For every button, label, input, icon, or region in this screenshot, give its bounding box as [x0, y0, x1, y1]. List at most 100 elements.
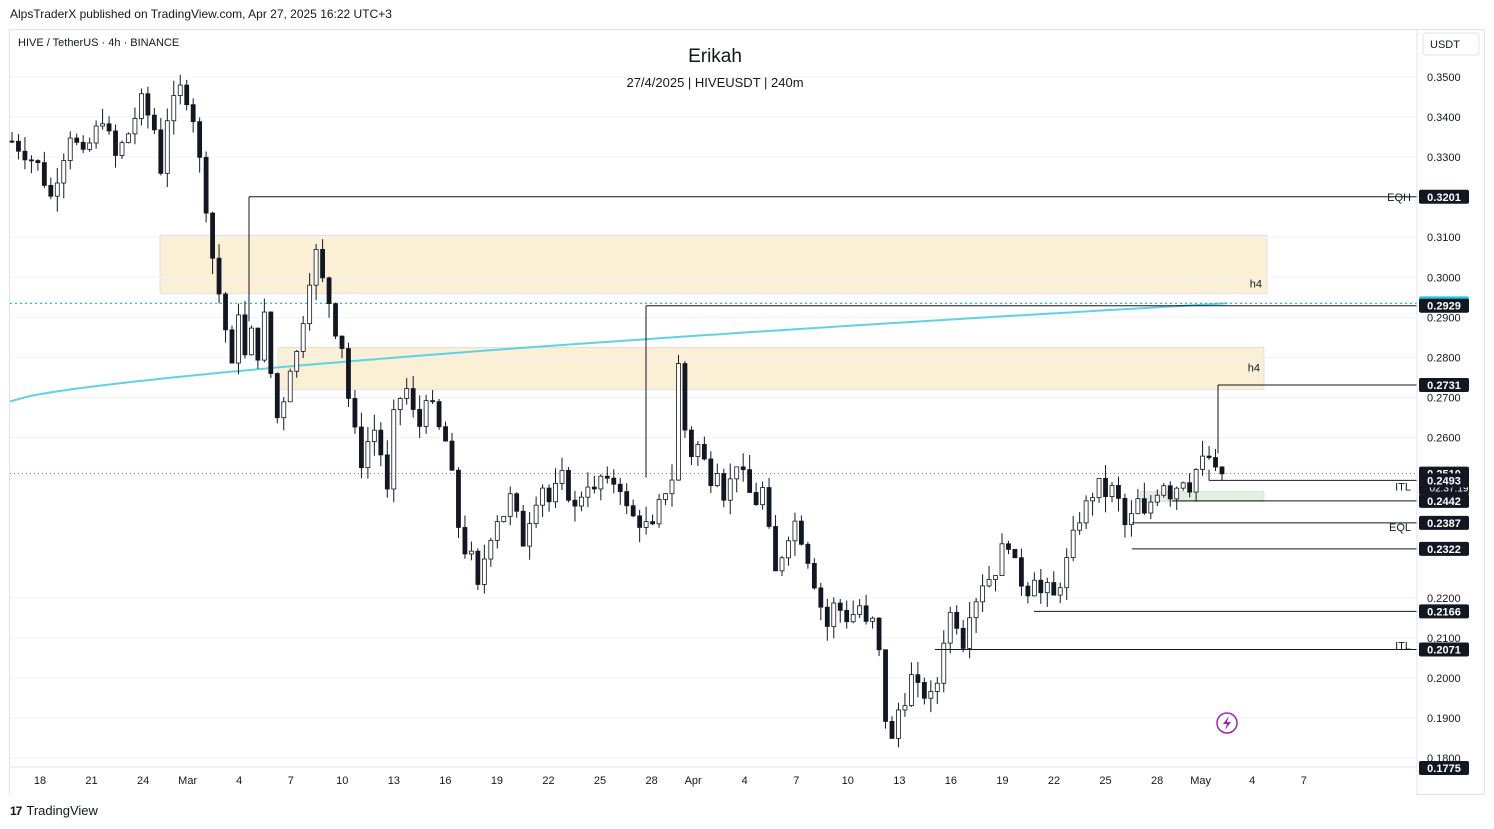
- candle-109: [714, 463, 720, 488]
- svg-text:0.2442: 0.2442: [1427, 496, 1461, 508]
- svg-text:0.2322: 0.2322: [1427, 544, 1461, 556]
- price-label-0: 0.3201: [1419, 189, 1469, 204]
- candle-66: [436, 398, 442, 430]
- candle-134: [876, 617, 882, 657]
- candle-51: [339, 335, 345, 359]
- candle-33: [223, 292, 228, 343]
- annotations-layer: EQH h4 h4 ITL EQL ITL: [1248, 192, 1411, 653]
- candle-105: [689, 426, 694, 465]
- annotation-0: EQH: [1387, 192, 1411, 204]
- svg-text:0.2493: 0.2493: [1427, 475, 1461, 487]
- moving-average-line: [9, 302, 1228, 403]
- candle-84: [553, 468, 558, 508]
- candle-75: [494, 515, 500, 549]
- candle-46: [307, 273, 313, 331]
- x-tick-1: 21: [85, 775, 97, 787]
- candle-112: [734, 466, 740, 493]
- candle-181: [1180, 481, 1186, 491]
- candle-126: [824, 598, 830, 641]
- candle-55: [365, 427, 371, 479]
- x-tick-7: 13: [388, 775, 400, 787]
- candle-99: [650, 514, 655, 526]
- candle-93: [611, 469, 617, 494]
- chart-subtitle: 27/4/2025 | HIVEUSDT | 240m: [626, 75, 803, 90]
- candle-52: [346, 342, 351, 408]
- candle-9: [67, 131, 73, 170]
- candle-4: [35, 159, 41, 171]
- candle-127: [831, 597, 837, 639]
- x-tick-18: 16: [945, 775, 957, 787]
- x-tick-2: 24: [137, 775, 149, 787]
- candle-87: [572, 490, 578, 522]
- candle-165: [1077, 512, 1083, 535]
- candle-54: [359, 412, 364, 479]
- svg-text:0.3201: 0.3201: [1427, 192, 1461, 204]
- candle-104: [682, 361, 688, 438]
- candle-120: [786, 536, 791, 566]
- candle-86: [566, 467, 571, 503]
- candle-47: [313, 244, 319, 301]
- candle-155: [1012, 549, 1018, 559]
- candle-172: [1122, 493, 1128, 538]
- plot-area: [10, 30, 1417, 795]
- y-tick-8: 0.2600: [1427, 433, 1461, 445]
- candle-90: [591, 475, 597, 494]
- candle-114: [747, 455, 753, 493]
- countdown-label: 02:37:19: [1430, 484, 1469, 495]
- candle-5: [41, 151, 47, 188]
- candle-82: [540, 484, 545, 517]
- candle-25: [171, 80, 177, 135]
- price-label-5: 0.2493: [1419, 473, 1469, 488]
- candle-12: [87, 137, 93, 152]
- candle-132: [863, 594, 869, 625]
- x-tick-5: 7: [288, 775, 294, 787]
- x-tick-8: 16: [439, 775, 451, 787]
- x-tick-14: 4: [742, 775, 748, 787]
- candle-129: [844, 600, 850, 629]
- candle-152: [993, 575, 998, 592]
- candle-37: [249, 325, 254, 356]
- x-tick-20: 22: [1048, 775, 1060, 787]
- price-labels: 0.32010.29350.29290.27310.251002:37:190.…: [1419, 189, 1469, 776]
- candle-96: [630, 499, 636, 518]
- candle-108: [708, 451, 714, 493]
- candle-68: [449, 432, 455, 471]
- symbol-line: HIVE / TetherUS · 4h · BINANCE: [18, 37, 179, 49]
- candle-143: [934, 677, 940, 705]
- candle-15: [106, 116, 112, 135]
- candle-88: [579, 491, 584, 512]
- y-tick-11: 0.2000: [1427, 673, 1461, 685]
- candle-161: [1051, 571, 1057, 596]
- x-tick-24: 4: [1249, 775, 1255, 787]
- candle-26: [177, 74, 183, 105]
- candle-91: [598, 474, 604, 501]
- currency-box[interactable]: [1422, 32, 1480, 56]
- candle-154: [1006, 540, 1011, 555]
- candle-130: [850, 600, 856, 624]
- candle-3: [29, 155, 34, 174]
- candle-182: [1187, 473, 1193, 498]
- candle-49: [326, 276, 332, 318]
- candle-41: [274, 372, 280, 424]
- zone-0: [159, 234, 1268, 294]
- candle-123: [805, 541, 811, 569]
- candle-98: [643, 506, 649, 535]
- candle-42: [281, 397, 287, 431]
- annotation-2: h4: [1248, 362, 1260, 374]
- candle-101: [663, 492, 668, 506]
- candle-168: [1096, 477, 1102, 503]
- candle-60: [397, 397, 403, 426]
- candle-162: [1057, 582, 1063, 604]
- y-tick-3: 0.3100: [1427, 232, 1461, 244]
- candle-122: [799, 515, 804, 546]
- candle-73: [481, 544, 487, 594]
- candle-171: [1116, 476, 1121, 512]
- svg-text:0.2929: 0.2929: [1427, 301, 1461, 313]
- candle-24: [164, 108, 170, 188]
- x-tick-17: 13: [893, 775, 905, 787]
- candle-118: [773, 515, 778, 572]
- annotation-4: EQL: [1389, 522, 1411, 534]
- y-tick-2: 0.3300: [1427, 152, 1461, 164]
- lightning-icon[interactable]: [1216, 712, 1238, 734]
